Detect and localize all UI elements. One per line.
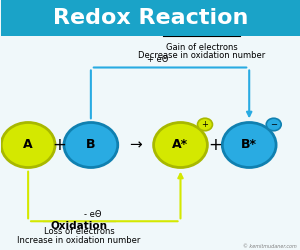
- Text: Reduction: Reduction: [172, 26, 231, 36]
- Text: B: B: [86, 138, 96, 151]
- Circle shape: [1, 122, 55, 168]
- FancyBboxPatch shape: [1, 0, 300, 36]
- Text: Gain of electrons: Gain of electrons: [166, 42, 237, 51]
- Text: © kemitmudaner.com: © kemitmudaner.com: [243, 244, 297, 249]
- Text: Decrease in oxidation number: Decrease in oxidation number: [138, 51, 265, 60]
- Text: A: A: [23, 138, 33, 151]
- Text: Loss of electrons: Loss of electrons: [44, 228, 114, 236]
- Text: Increase in oxidation number: Increase in oxidation number: [17, 236, 141, 245]
- Text: B*: B*: [241, 138, 257, 151]
- Text: A*: A*: [172, 138, 189, 151]
- Text: Redox Reaction: Redox Reaction: [53, 8, 248, 28]
- Text: →: →: [129, 138, 142, 152]
- Circle shape: [197, 118, 212, 131]
- Text: + eΘ: + eΘ: [147, 56, 169, 64]
- Circle shape: [266, 118, 281, 131]
- Text: +: +: [52, 136, 66, 154]
- Circle shape: [222, 122, 276, 168]
- Text: +: +: [208, 136, 222, 154]
- Circle shape: [64, 122, 118, 168]
- Text: −: −: [270, 120, 277, 129]
- Text: Oxidation: Oxidation: [50, 221, 107, 231]
- Text: +: +: [202, 120, 208, 129]
- Text: - eΘ: - eΘ: [84, 210, 101, 219]
- Circle shape: [154, 122, 207, 168]
